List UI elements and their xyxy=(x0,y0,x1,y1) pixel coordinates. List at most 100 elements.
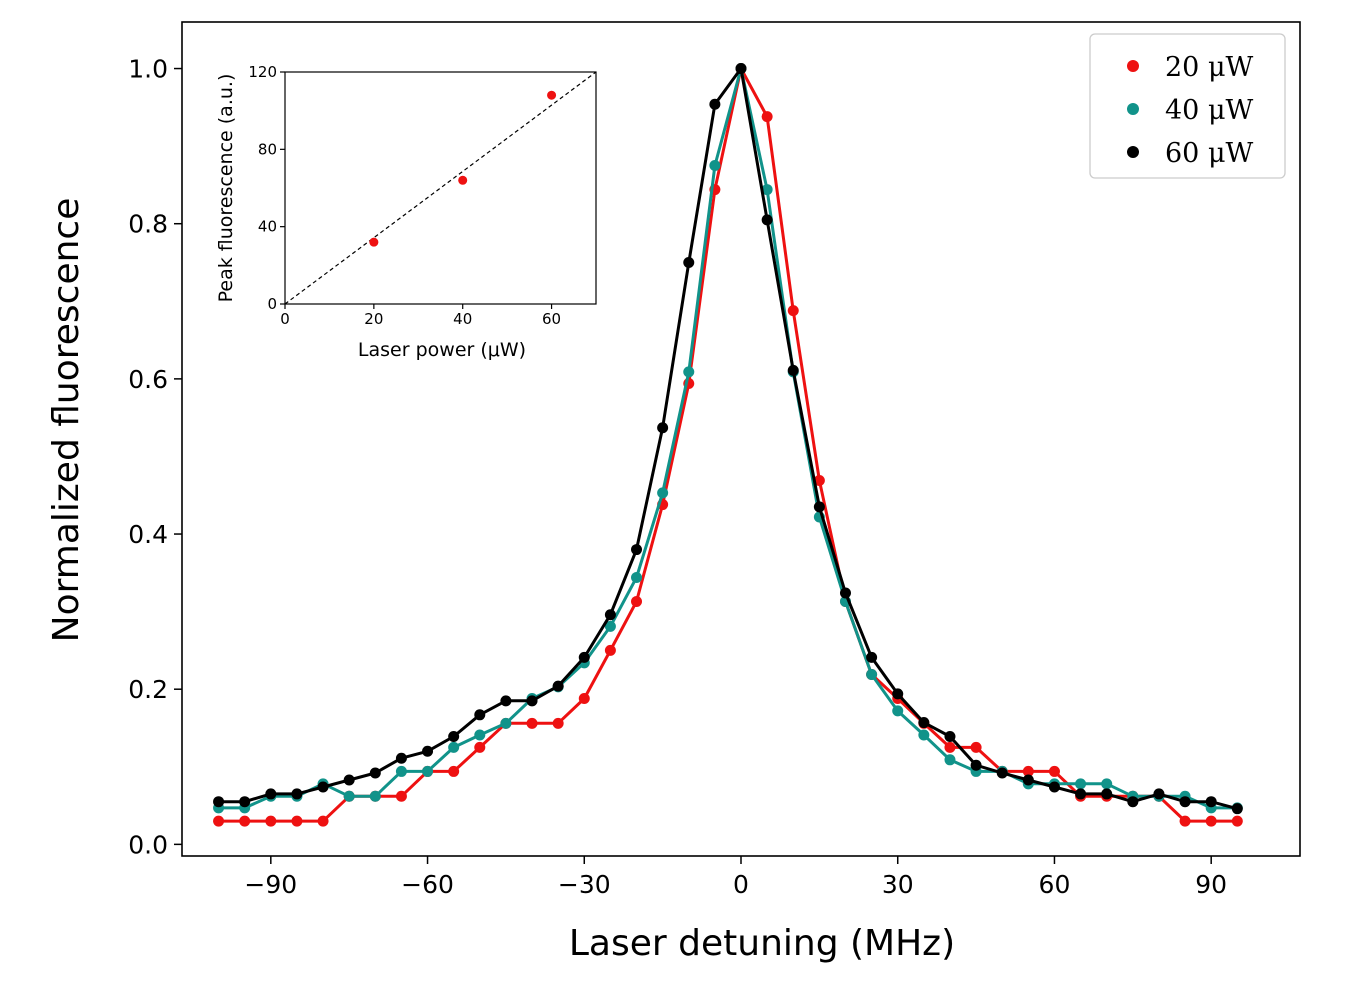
data-point-20w xyxy=(265,815,277,827)
data-point-20w xyxy=(526,717,538,729)
main-axis-ticks: −90 −60 −30 0 30 60 90 0.0 0.2 0.4 0.6 0.8 1.0 xyxy=(128,55,1227,899)
data-point-60w xyxy=(1205,796,1217,808)
data-point-60w xyxy=(1127,796,1139,808)
main-x-axis-label: Laser detuning (MHz) xyxy=(569,923,955,964)
inset-y-tick-label: 120 xyxy=(248,63,277,81)
data-point-60w xyxy=(1153,788,1165,800)
data-point-60w xyxy=(996,767,1008,779)
data-point-60w xyxy=(866,651,878,663)
data-point-40w xyxy=(343,790,355,802)
data-point-60w xyxy=(839,587,851,599)
inset-reference-line xyxy=(284,71,597,305)
legend-box xyxy=(1089,33,1286,179)
x-tick-label: −90 xyxy=(244,870,297,899)
y-tick-label: 0.2 xyxy=(128,675,168,704)
data-point-60w xyxy=(631,544,643,556)
data-point-40w xyxy=(631,571,643,583)
data-point-20w xyxy=(604,644,616,656)
data-point-40w xyxy=(683,366,695,378)
x-tick-label: 90 xyxy=(1195,870,1227,899)
data-point-60w xyxy=(422,745,434,757)
x-tick-label: 0 xyxy=(733,870,749,899)
main-y-axis-label: Normalized fluorescence xyxy=(46,198,87,643)
inset-y-tick-label: 80 xyxy=(258,140,277,158)
inset-data-point xyxy=(458,175,468,185)
data-point-60w xyxy=(317,781,329,793)
inset-x-axis-label: Laser power (μW) xyxy=(358,339,526,361)
data-point-40w xyxy=(474,729,486,741)
data-point-40w xyxy=(422,765,434,777)
data-point-60w xyxy=(970,759,982,771)
legend-marker-60uw xyxy=(1127,146,1139,158)
legend-marker-40uw xyxy=(1127,103,1139,115)
data-point-60w xyxy=(604,609,616,621)
data-point-40w xyxy=(709,160,721,172)
data-point-20w xyxy=(970,741,982,753)
data-point-60w xyxy=(395,752,407,764)
data-point-40w xyxy=(761,184,773,196)
data-point-20w xyxy=(239,815,251,827)
data-point-60w xyxy=(448,731,460,743)
inset-y-axis-label: Peak fluorescence (a.u.) xyxy=(215,74,237,303)
legend-label-40uw: 40 μW xyxy=(1165,95,1253,126)
data-point-20w xyxy=(291,815,303,827)
data-point-20w xyxy=(944,741,956,753)
data-point-40w xyxy=(369,790,381,802)
x-tick-label: −60 xyxy=(401,870,454,899)
inset-x-tick-label: 0 xyxy=(280,310,290,328)
data-point-20w xyxy=(448,765,460,777)
data-point-20w xyxy=(552,717,564,729)
data-point-60w xyxy=(761,214,773,226)
data-point-60w xyxy=(1075,788,1087,800)
data-point-60w xyxy=(1048,781,1060,793)
data-point-60w xyxy=(892,688,904,700)
x-tick-label: 30 xyxy=(882,870,914,899)
data-point-20w xyxy=(1231,815,1243,827)
data-point-60w xyxy=(369,767,381,779)
data-point-60w xyxy=(709,98,721,110)
data-point-40w xyxy=(448,741,460,753)
data-point-60w xyxy=(813,501,825,513)
inset-x-tick-label: 40 xyxy=(453,310,472,328)
data-point-20w xyxy=(813,475,825,487)
data-point-60w xyxy=(291,788,303,800)
data-point-60w xyxy=(1101,788,1113,800)
data-point-60w xyxy=(474,709,486,721)
data-point-40w xyxy=(892,705,904,717)
inset-plot-content: 0 20 40 60 0 40 80 120 xyxy=(248,63,597,328)
data-point-60w xyxy=(1231,803,1243,815)
data-point-60w xyxy=(944,731,956,743)
inset-y-tick-label: 40 xyxy=(258,218,277,236)
data-point-60w xyxy=(552,680,564,692)
data-point-20w xyxy=(787,305,799,317)
inset-data-point xyxy=(547,90,557,100)
data-point-40w xyxy=(944,754,956,766)
data-point-40w xyxy=(1075,778,1087,790)
y-tick-label: 0.6 xyxy=(128,365,168,394)
data-point-60w xyxy=(343,774,355,786)
x-tick-label: 60 xyxy=(1039,870,1071,899)
data-point-40w xyxy=(604,620,616,632)
inset-x-tick-label: 20 xyxy=(364,310,383,328)
legend-label-60uw: 60 μW xyxy=(1165,138,1253,169)
data-point-60w xyxy=(787,364,799,376)
data-point-20w xyxy=(761,111,773,123)
y-tick-label: 1.0 xyxy=(128,55,168,84)
data-point-60w xyxy=(683,257,695,269)
data-point-60w xyxy=(526,695,538,707)
data-point-60w xyxy=(578,651,590,663)
data-point-60w xyxy=(239,796,251,808)
y-tick-label: 0.4 xyxy=(128,520,168,549)
data-point-40w xyxy=(500,717,512,729)
y-tick-label: 0.0 xyxy=(128,830,168,859)
data-point-40w xyxy=(866,668,878,680)
data-point-20w xyxy=(213,815,225,827)
legend: 20 μW 40 μW 60 μW xyxy=(1089,33,1286,179)
data-point-20w xyxy=(474,741,486,753)
y-tick-label: 0.8 xyxy=(128,210,168,239)
inset-y-tick-label: 0 xyxy=(267,295,277,313)
data-point-60w xyxy=(1022,774,1034,786)
data-point-60w xyxy=(918,717,930,729)
data-point-40w xyxy=(918,729,930,741)
inset-x-tick-label: 60 xyxy=(542,310,561,328)
